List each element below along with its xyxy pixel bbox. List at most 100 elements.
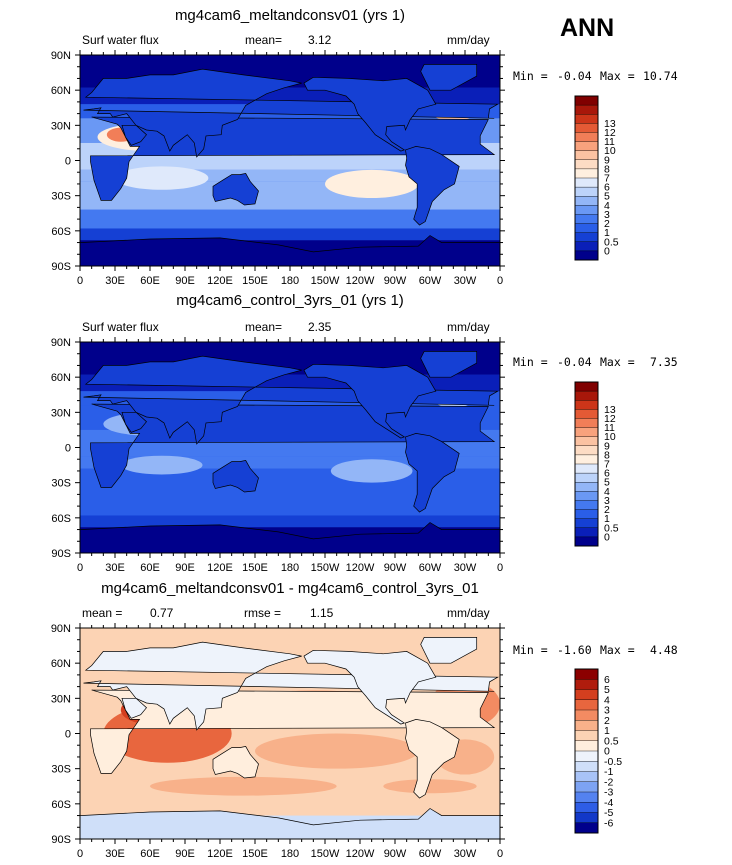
diff-patch	[255, 733, 419, 769]
colorbar-swatch	[574, 250, 599, 261]
colorbar-label: 11	[604, 136, 615, 148]
axis-ticks: 0 30E 60E 90E 120E 150E 180 150W 120W 90W 60W 30W 09…	[51, 623, 505, 860]
x-tick-label: 30W	[454, 275, 477, 287]
panel3-max-value: 4.48	[650, 643, 678, 657]
colorbar-swatch	[574, 509, 599, 520]
colorbar-label: 5	[604, 477, 610, 489]
x-tick-label: 180	[281, 848, 299, 860]
diff-patch	[150, 776, 337, 796]
samerica-outline	[405, 719, 460, 799]
colorbar-swatch	[574, 750, 599, 762]
x-tick-label: 90E	[175, 275, 195, 287]
zonal-band	[80, 228, 500, 241]
colorbar-frame	[574, 668, 599, 834]
panel3-min-value: -1.60	[557, 643, 592, 657]
colorbar-swatch	[574, 436, 599, 447]
x-tick-label: 90W	[384, 275, 407, 287]
x-tick-label: 150E	[242, 562, 268, 574]
colorbar-label: 1	[604, 227, 610, 239]
x-tick-label: 60W	[419, 848, 442, 860]
panel3-min-label: Min =	[513, 643, 548, 657]
colorbar-label: -3	[604, 787, 613, 799]
map-panel-3: 0 30E 60E 90E 120E 150E 180 150W 120W 90W 60W 30W 09…	[51, 623, 505, 860]
colorbar-label: -6	[604, 817, 613, 829]
colorbar-swatch	[574, 463, 599, 474]
x-tick-label: 0	[77, 275, 83, 287]
colorbar-swatch	[574, 730, 599, 742]
colorbar-label: 10	[604, 431, 616, 443]
x-tick-label: 90W	[384, 562, 407, 574]
x-tick-label: 150E	[242, 275, 268, 287]
colorbar-label: 4	[604, 694, 610, 706]
colorbar-label: 12	[604, 413, 616, 425]
colorbar-label: 4	[604, 200, 610, 212]
panel1-mean-value: 3.12	[308, 33, 332, 47]
y-tick-label: 60S	[51, 799, 71, 811]
colorbar-label: 9	[604, 154, 610, 166]
panel3-mean-value: 0.77	[150, 606, 174, 620]
samerica-outline	[405, 433, 460, 513]
flux-patch	[325, 169, 419, 199]
panel3-max-label: Max =	[600, 643, 635, 657]
panel1-max-label: Max =	[600, 69, 635, 83]
flux-patch	[120, 455, 203, 475]
colorbar-swatch	[574, 709, 599, 721]
colorbar-label: 2	[604, 504, 610, 516]
colorbar-swatch	[574, 150, 599, 161]
colorbar-label: -1	[604, 766, 613, 778]
colorbar-label: 6	[604, 182, 610, 194]
colorbar-swatch	[574, 186, 599, 197]
y-tick-label: 0	[65, 443, 71, 455]
eurasia-outline	[83, 355, 499, 445]
colorbar-swatch	[574, 123, 599, 133]
colorbar-label: 4	[604, 486, 610, 498]
colorbar-frame	[574, 95, 599, 261]
colorbar-swatch	[574, 771, 599, 783]
colorbar-swatch	[574, 381, 599, 392]
colorbar-swatch	[574, 791, 599, 803]
x-tick-label: 180	[281, 562, 299, 574]
colorbar-label: 0.5	[604, 236, 619, 248]
greenland-outline	[420, 637, 478, 664]
y-tick-label: 0	[65, 729, 71, 741]
axis-ticks: 0 30E 60E 90E 120E 150E 180 150W 120W 90W 60W 30W 09…	[51, 50, 505, 287]
colorbar-swatch	[574, 689, 599, 701]
namerica-outline	[303, 649, 437, 725]
panel1-min-label: Min =	[513, 69, 548, 83]
x-tick-label: 0	[497, 562, 503, 574]
panel1-title: mg4cam6_meltandconsv01 (yrs 1)	[174, 7, 406, 24]
x-tick-label: 90E	[175, 562, 195, 574]
zonal-band	[80, 209, 500, 229]
namerica-outline	[303, 76, 437, 152]
colorbar-label: 7	[604, 173, 610, 185]
colorbar-label: 8	[604, 449, 610, 461]
colorbar-swatch	[574, 482, 599, 492]
colorbar-swatch	[574, 232, 599, 243]
colorbar-swatch	[574, 159, 599, 170]
colorbar-label: -2	[604, 776, 613, 788]
colorbar-label: -4	[604, 797, 613, 809]
y-tick-label: 30S	[51, 191, 71, 203]
x-tick-label: 0	[497, 275, 503, 287]
y-tick-label: 90N	[51, 623, 71, 635]
panel2-max-value: 7.35	[650, 355, 678, 369]
greenland-outline	[420, 351, 478, 378]
y-tick-label: 60S	[51, 226, 71, 238]
colorbar-label: 3	[604, 209, 610, 221]
colorbar-label: 11	[604, 422, 615, 434]
arabia-outline	[121, 411, 147, 433]
colorbar-swatch	[574, 390, 599, 401]
y-tick-label: 0	[65, 156, 71, 168]
colorbar-label: 1	[604, 725, 610, 737]
greenland-outline	[420, 64, 478, 91]
australia-outline	[212, 746, 259, 779]
y-tick-label: 30S	[51, 764, 71, 776]
colorbar-label: 6	[604, 674, 610, 686]
colorbar-label: 0	[604, 531, 610, 543]
panel3-mean-label: mean =	[82, 606, 123, 620]
flux-patch	[330, 459, 413, 483]
colorbar-swatch	[574, 196, 599, 206]
colorbar-swatch	[574, 95, 599, 106]
colorbar-swatch	[574, 104, 599, 115]
eurasia-outline	[83, 68, 499, 158]
